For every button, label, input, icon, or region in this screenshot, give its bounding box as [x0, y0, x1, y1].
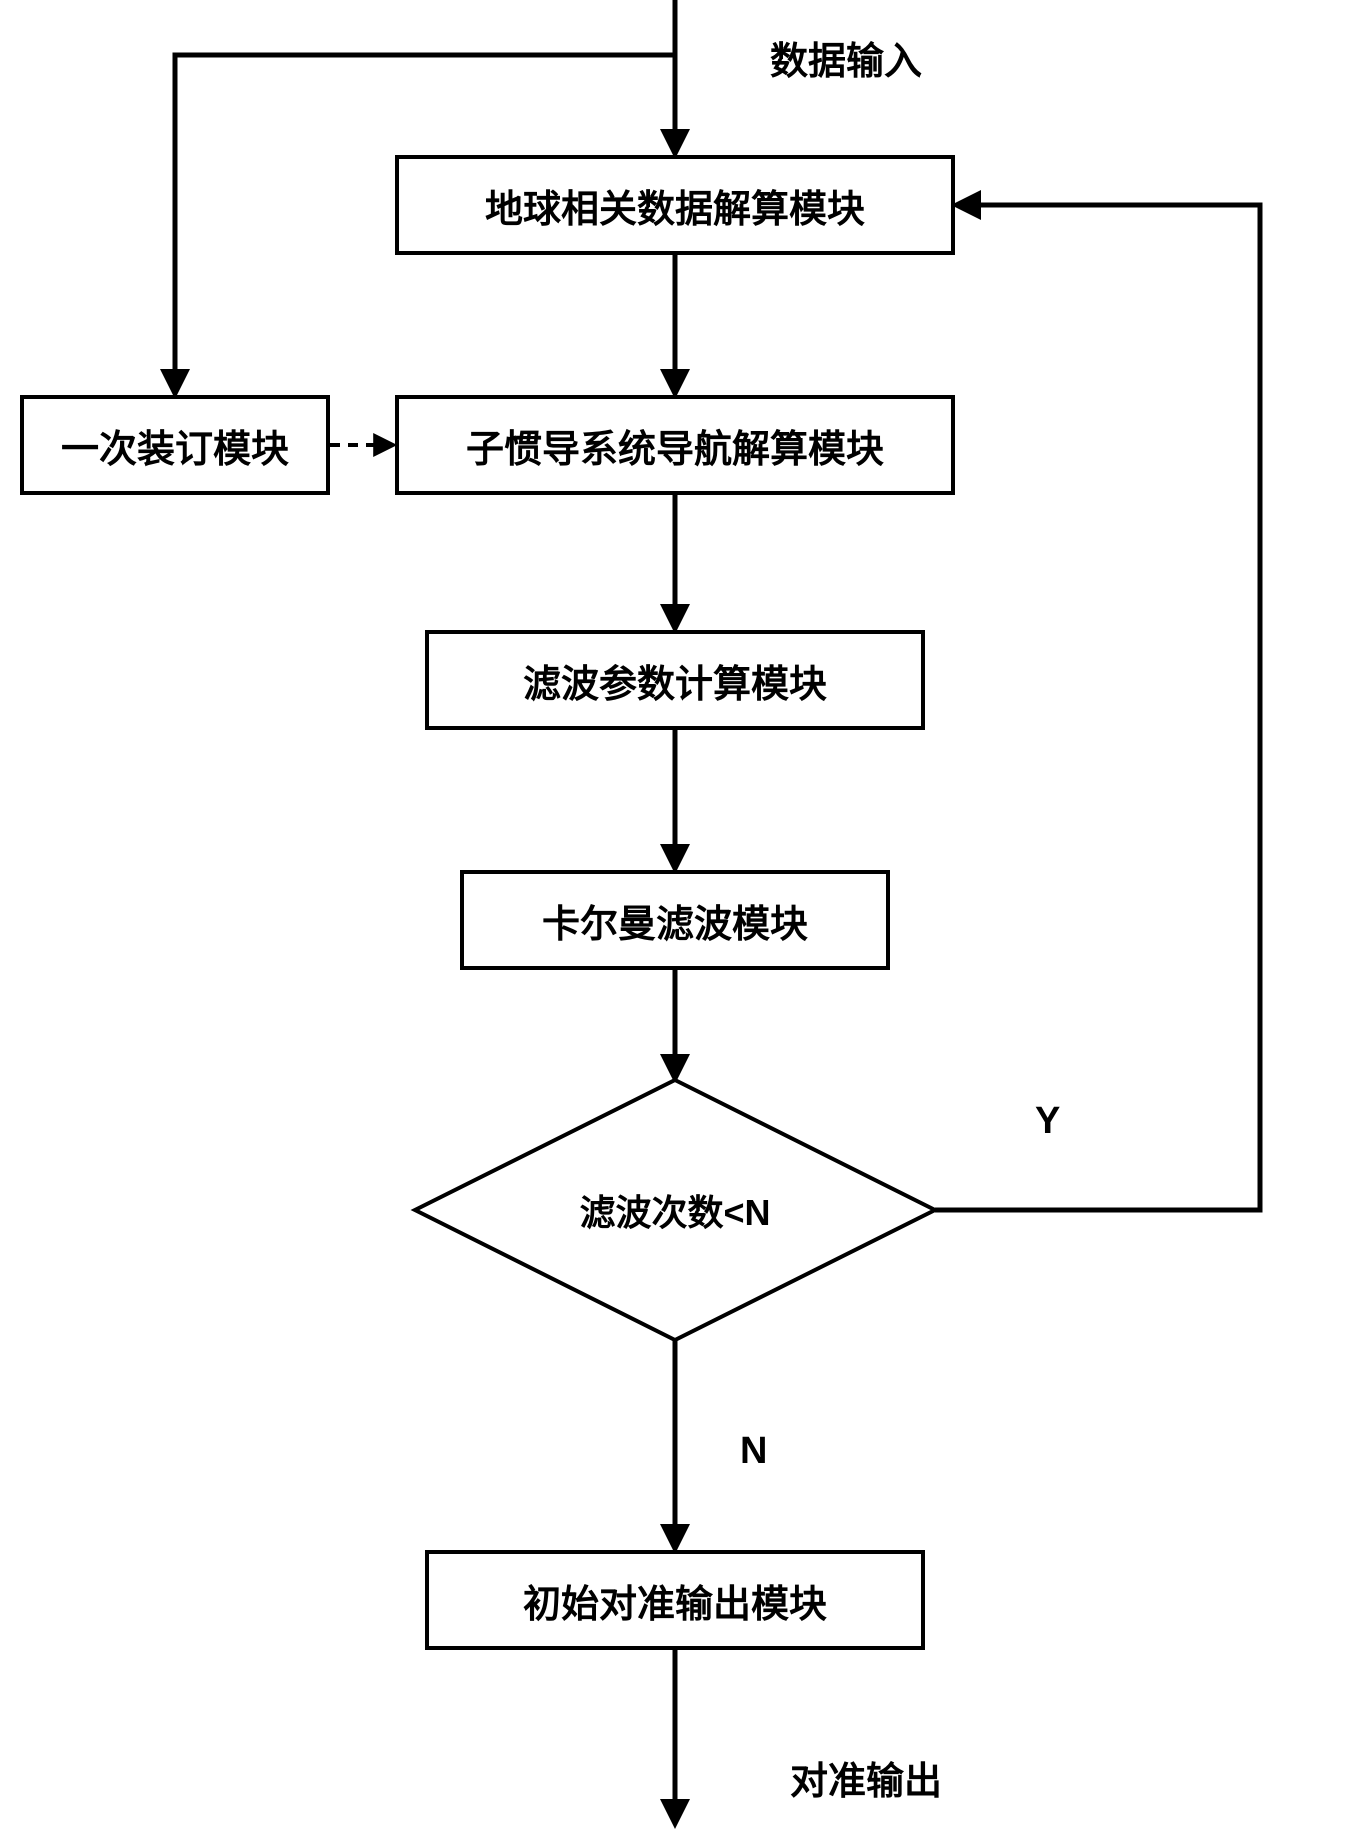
node-binding-label: 一次装订模块: [61, 418, 289, 473]
flowchart-container: 一次装订模块 地球相关数据解算模块 子惯导系统导航解算模块 滤波参数计算模块 卡…: [0, 0, 1351, 1846]
node-subins-label: 子惯导系统导航解算模块: [466, 418, 884, 473]
node-earth-label: 地球相关数据解算模块: [485, 178, 865, 233]
node-kalman: 卡尔曼滤波模块: [460, 870, 890, 970]
node-filtparam-label: 滤波参数计算模块: [523, 653, 827, 708]
label-output: 对准输出: [790, 1750, 942, 1805]
label-input: 数据输入: [770, 30, 922, 85]
edge-decision-earth-feedback: [935, 205, 1260, 1210]
node-kalman-label: 卡尔曼滤波模块: [542, 893, 808, 948]
label-yes: Y: [1035, 1100, 1060, 1143]
node-subins: 子惯导系统导航解算模块: [395, 395, 955, 495]
node-outputbox: 初始对准输出模块: [425, 1550, 925, 1650]
node-binding: 一次装订模块: [20, 395, 330, 495]
label-no: N: [740, 1430, 767, 1473]
node-outputbox-label: 初始对准输出模块: [523, 1573, 827, 1628]
node-decision-label: 滤波次数<N: [579, 1184, 770, 1236]
node-filtparam: 滤波参数计算模块: [425, 630, 925, 730]
node-earth: 地球相关数据解算模块: [395, 155, 955, 255]
